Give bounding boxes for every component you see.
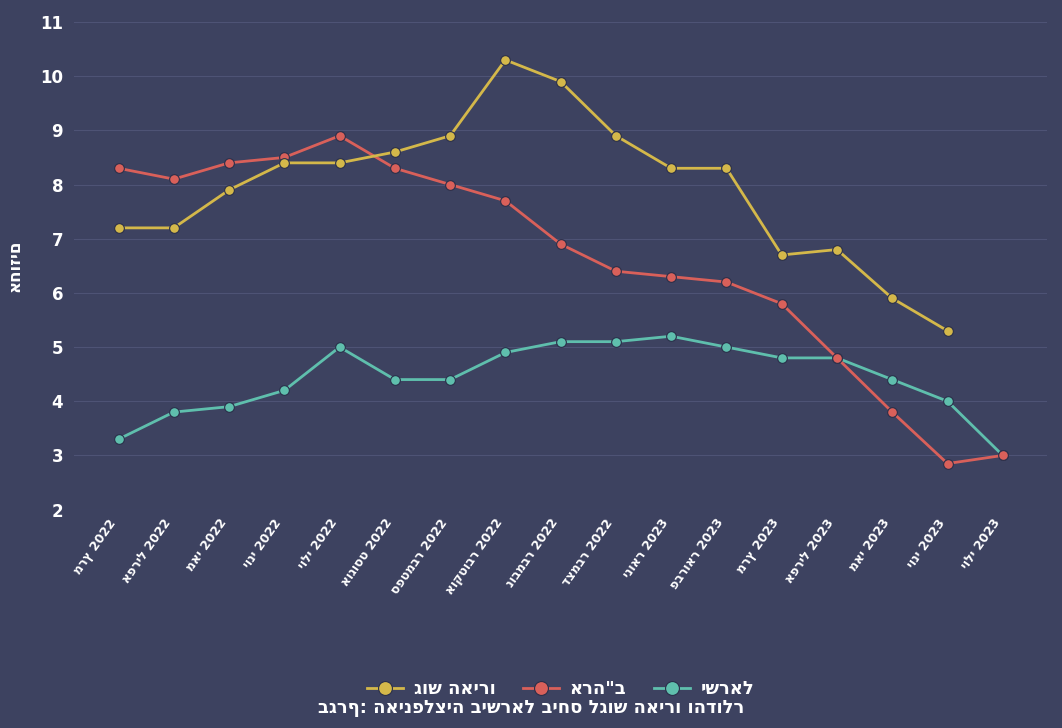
Legend: גוש האירו, ארה"ב, ישראל: גוש האירו, ארה"ב, ישראל xyxy=(360,673,761,705)
Y-axis label: אחוזים: אחוזים xyxy=(5,240,23,292)
Text: בגרף: האינפלציה בישראל ביחס לגוש האירו והדולר: בגרף: האינפלציה בישראל ביחס לגוש האירו ו… xyxy=(318,700,744,717)
